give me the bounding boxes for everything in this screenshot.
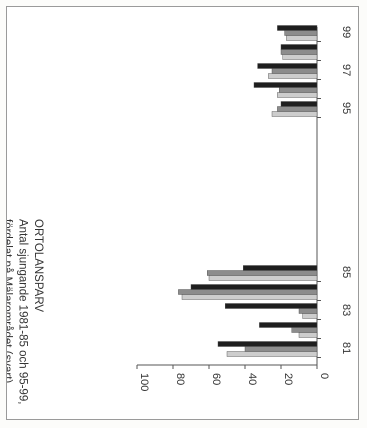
value-tick-label: 100	[138, 373, 150, 391]
bar-98-0	[280, 44, 318, 50]
chart-title-line: fördelat på Mälarområdet (svart),	[7, 219, 13, 386]
bar-85-1	[206, 270, 318, 276]
category-ticks: 81 83 85 95 97 99	[317, 26, 352, 358]
category-tick-label: 83	[340, 304, 352, 316]
bars	[178, 25, 318, 357]
bar-99-0	[277, 25, 318, 31]
bar-83-1	[298, 308, 318, 314]
bar-83-2	[302, 313, 318, 319]
bar-81-0	[217, 341, 318, 347]
category-tick-label: 99	[340, 26, 352, 38]
bar-98-1	[280, 49, 318, 55]
chart-title: ORTOLANSPARVAntal sjungande 1981-85 och …	[7, 219, 44, 404]
bar-84-0	[190, 284, 318, 290]
value-tick-label: 40	[246, 373, 258, 385]
bar-82-2	[298, 332, 318, 338]
bar-97-0	[257, 63, 318, 69]
category-tick-label: 85	[340, 266, 352, 278]
bar-chart: 0 20 40 60 80 100 81 83 85 95 97 99 ORTOLANSPARVAn…	[7, 25, 352, 404]
value-ticks: 0 20 40 60 80 100	[136, 365, 330, 391]
bar-83-0	[224, 303, 318, 309]
bar-98-2	[282, 54, 318, 60]
bar-96-0	[253, 82, 318, 88]
bar-82-1	[291, 327, 318, 333]
bar-85-0	[242, 265, 318, 271]
bar-97-2	[268, 73, 318, 79]
bar-99-1	[284, 30, 318, 36]
bar-84-2	[181, 294, 318, 300]
value-tick-label: 60	[210, 373, 222, 385]
chart-frame: 0 20 40 60 80 100 81 83 85 95 97 99 ORTOLANSPARVAn…	[6, 6, 359, 420]
category-tick-label: 97	[340, 64, 352, 76]
bar-95-0	[280, 101, 318, 107]
category-tick-label: 95	[340, 102, 352, 114]
category-tick-label: 81	[340, 342, 352, 354]
bar-96-2	[277, 92, 318, 98]
bar-97-1	[271, 68, 318, 74]
value-tick-label: 80	[174, 373, 186, 385]
chart-title-line: Antal sjungande 1981-85 och 95-99,	[17, 219, 29, 404]
value-tick-label: 0	[318, 373, 330, 379]
bar-95-2	[271, 111, 318, 117]
bar-81-1	[244, 346, 318, 352]
bar-81-2	[226, 351, 318, 357]
bar-84-1	[178, 289, 318, 295]
bar-99-2	[286, 35, 318, 41]
chart-title-line: ORTOLANSPARV	[32, 219, 44, 312]
bar-85-2	[208, 275, 318, 281]
value-tick-label: 20	[282, 373, 294, 385]
bar-96-1	[279, 87, 318, 93]
bar-82-0	[259, 322, 318, 328]
chart-title-text: ORTOLANSPARVAntal sjungande 1981-85 och …	[7, 219, 44, 404]
bar-95-1	[277, 106, 318, 112]
